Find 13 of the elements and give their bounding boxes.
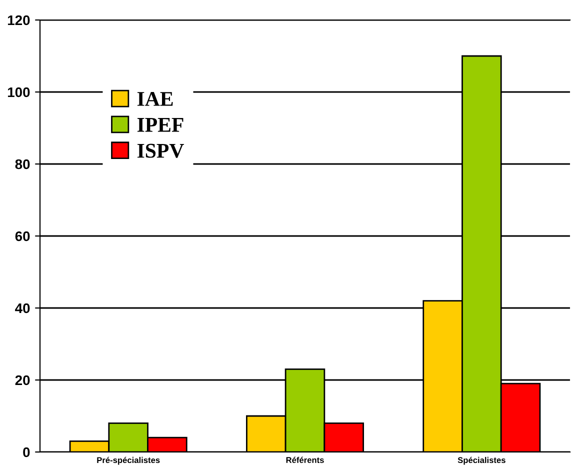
- y-tick-label: 80: [15, 159, 30, 170]
- x-tick-label: Référents: [286, 456, 324, 463]
- y-tick-label: 120: [8, 15, 30, 26]
- legend-label: IAE: [137, 92, 173, 106]
- y-tick-label: 20: [15, 375, 30, 386]
- x-tick-label: Spécialistes: [458, 456, 506, 465]
- y-tick-label: 60: [15, 231, 30, 242]
- y-tick-label: 100: [8, 87, 30, 98]
- legend-label: ISPV: [137, 144, 184, 158]
- y-tick-label: 0: [23, 447, 30, 458]
- x-tick-label: Pré-spécialistes: [97, 456, 160, 465]
- legend-label: IPEF: [137, 118, 184, 132]
- y-tick-label: 40: [15, 303, 30, 314]
